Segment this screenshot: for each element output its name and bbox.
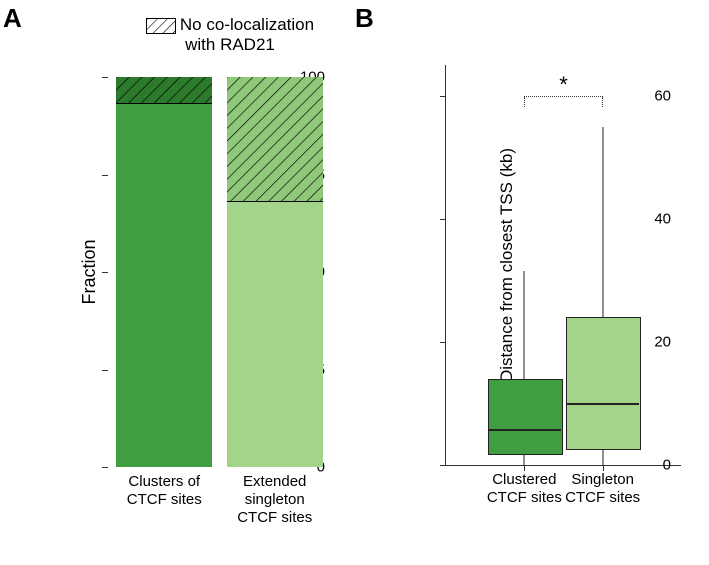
legend-hatch-swatch <box>146 18 176 34</box>
box-whisker-high <box>524 271 525 379</box>
box-whisker-high <box>602 127 603 318</box>
panel-a-ylabel: Fraction <box>79 239 100 304</box>
bar-solid-segment <box>116 104 212 467</box>
box-whisker-low <box>602 448 603 465</box>
panel-b: Distance from closest TSS (kb) 0204060 C… <box>375 15 695 535</box>
panel-a-label: A <box>3 3 22 34</box>
legend-text-line2: with RAD21 <box>185 35 275 54</box>
panel-a-legend: No co-localization with RAD21 <box>110 15 350 56</box>
box <box>566 317 641 449</box>
bar-solid-segment <box>227 202 323 467</box>
panel-a-bars: Clusters ofCTCF sitesExtendedsingletonCT… <box>102 77 337 467</box>
box <box>488 379 563 455</box>
panel-b-label: B <box>355 3 374 34</box>
panel-b-boxes: ClusteredCTCF sitesSingletonCTCF sites <box>446 65 681 465</box>
legend-text-line1: No co-localization <box>180 15 314 34</box>
figure: A No co-localization with RAD21 Fraction <box>0 0 709 565</box>
significance-star: * <box>559 72 568 98</box>
panel-b-plot: Distance from closest TSS (kb) 0204060 C… <box>445 65 681 466</box>
panel-a-bar <box>116 77 212 467</box>
panel-a-plot: Fraction 0255075100 Clusters ofCTCF site… <box>102 77 337 467</box>
panel-a-xcategory: Clusters ofCTCF sites <box>104 467 224 509</box>
bar-hatch-segment <box>116 77 212 104</box>
panel-b-ytick <box>440 465 446 466</box>
panel-a: No co-localization with RAD21 Fraction 0… <box>50 15 350 535</box>
panel-a-xcategory: ExtendedsingletonCTCF sites <box>215 467 335 527</box>
bar-hatch-segment <box>227 77 323 202</box>
box-median <box>566 403 639 405</box>
panel-b-xcategory: SingletonCTCF sites <box>548 465 658 507</box>
panel-a-bar <box>227 77 323 467</box>
box-median <box>488 429 561 431</box>
